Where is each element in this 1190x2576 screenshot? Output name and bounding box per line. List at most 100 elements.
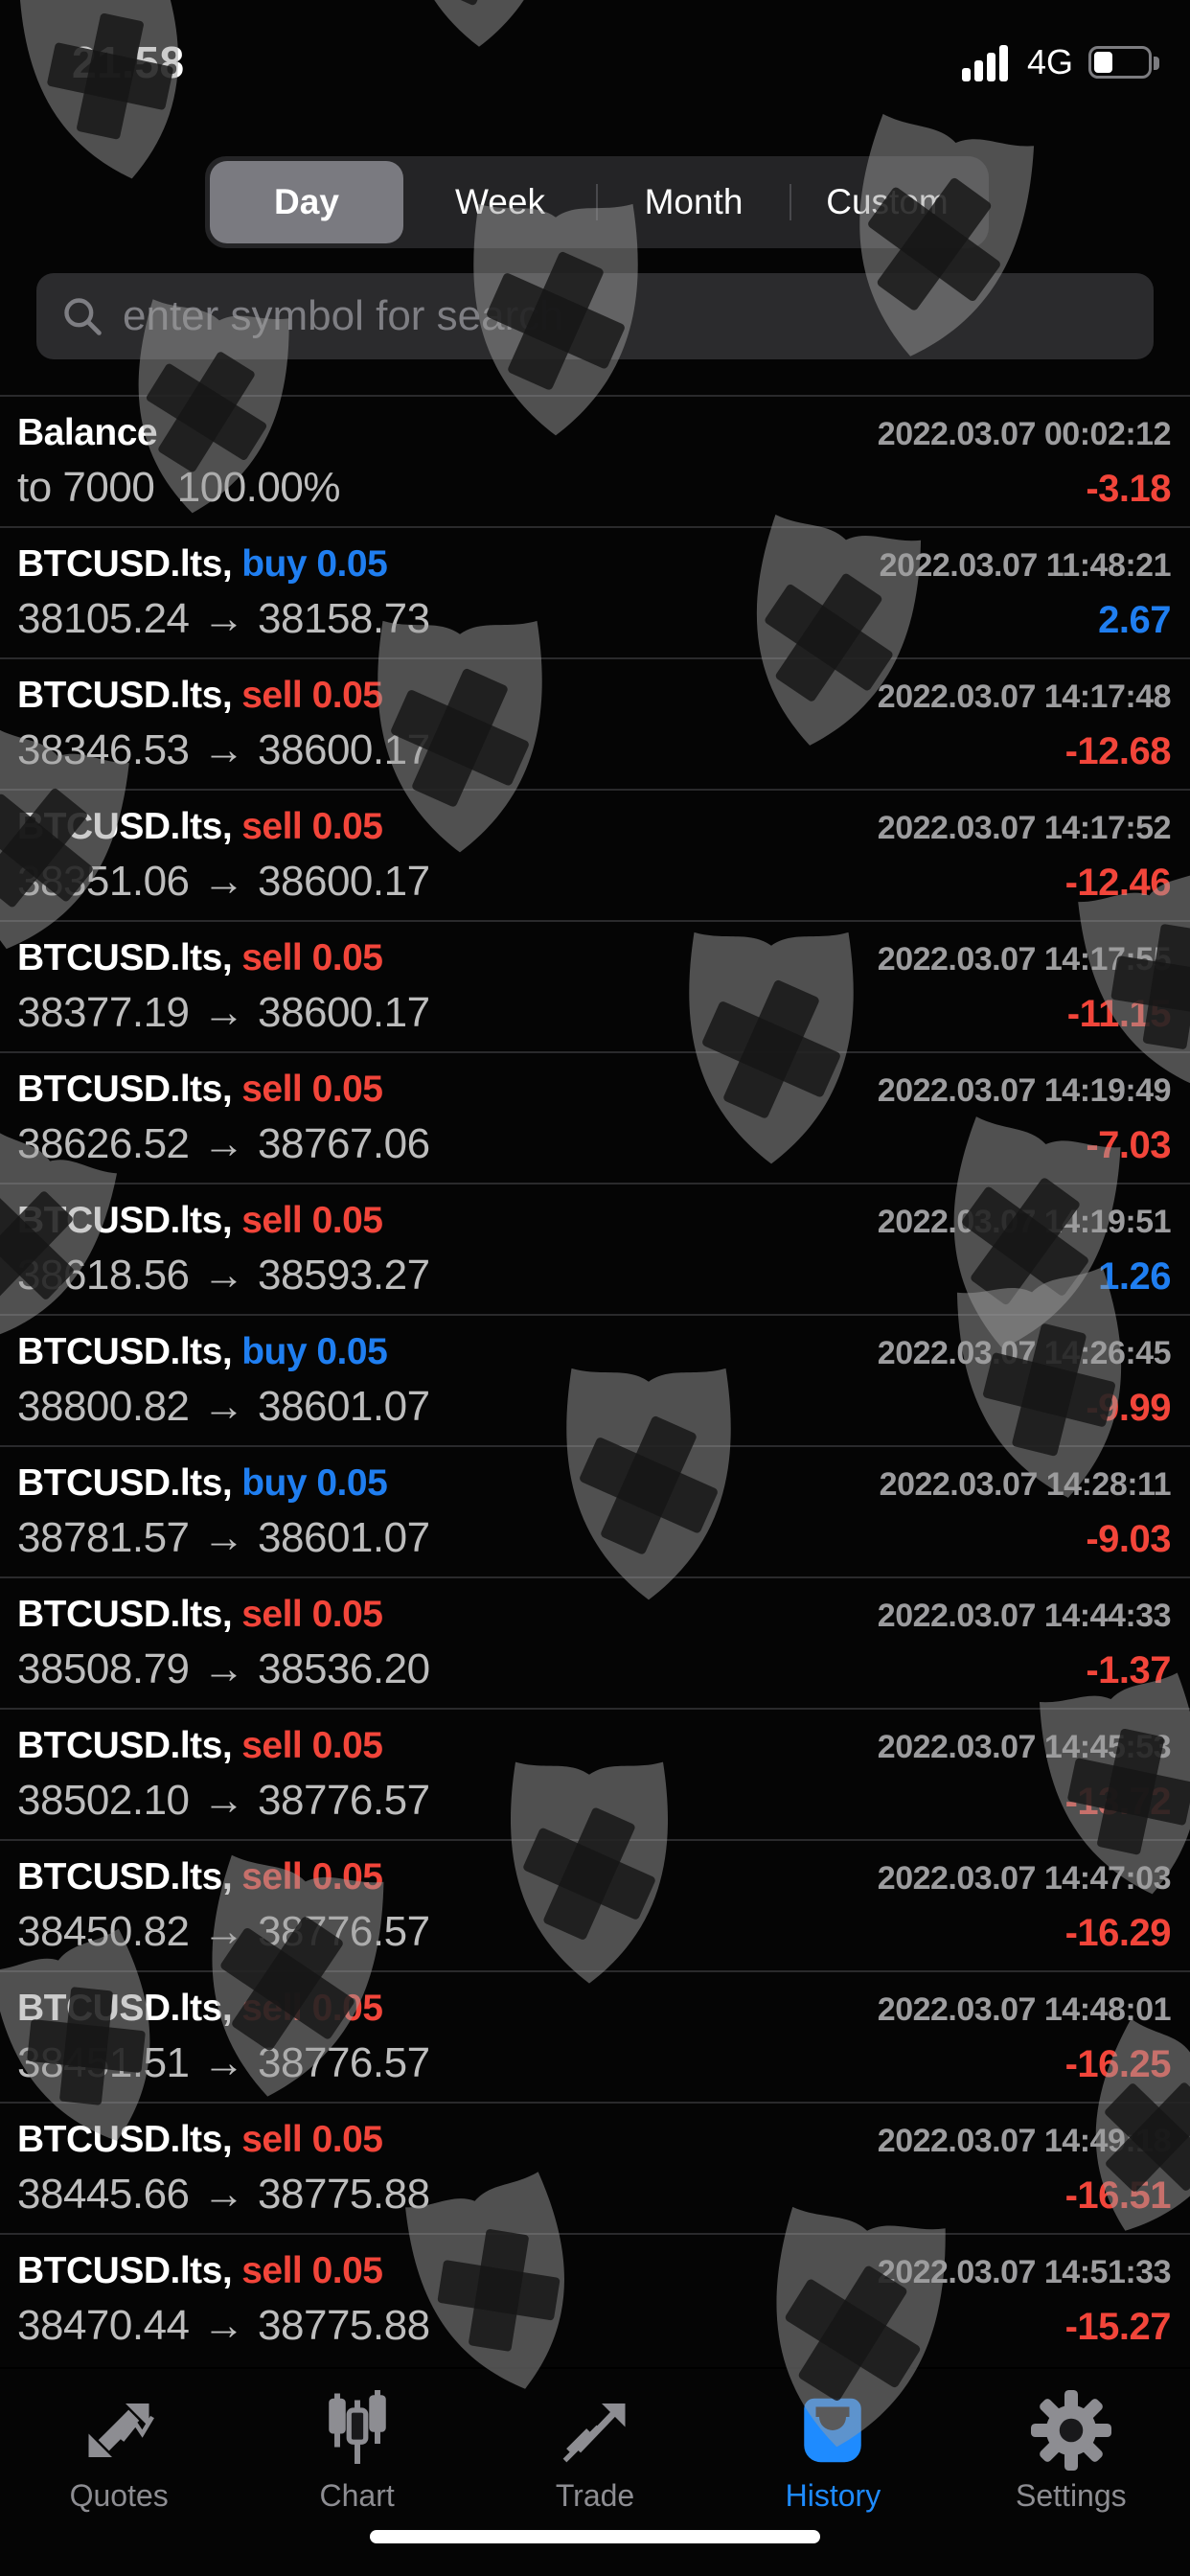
clock-time: 21.58 <box>72 37 185 87</box>
symbol-label: BTCUSD.lts, <box>17 1331 233 1372</box>
arrow-right-icon: → <box>202 2171 245 2218</box>
profit-value: -16.25 <box>1064 2043 1172 2085</box>
profit-value: -7.03 <box>1086 1124 1171 1166</box>
price-range: 38351.06 → 38600.17 <box>17 858 430 905</box>
search-bar[interactable] <box>36 273 1154 359</box>
side-volume-label: sell 0.05 <box>241 937 383 978</box>
trade-datetime: 2022.03.07 14:49:18 <box>877 2123 1172 2159</box>
symbol-label: BTCUSD.lts, <box>17 1856 233 1898</box>
trade-icon <box>552 2390 638 2471</box>
price-range: 38508.79 → 38536.20 <box>17 1645 430 1692</box>
symbol-label: BTCUSD.lts, <box>17 1200 233 1241</box>
trade-row[interactable]: BTCUSD.lts, sell 0.05 2022.03.07 14:19:51… <box>0 1183 1190 1314</box>
side-volume-label: sell 0.05 <box>241 1988 383 2029</box>
trade-row[interactable]: BTCUSD.lts, sell 0.05 2022.03.07 14:48:01… <box>0 1970 1190 2102</box>
status-bar: 21.58 4G <box>0 0 1190 115</box>
battery-icon <box>1088 46 1159 79</box>
arrow-right-icon: → <box>202 595 245 642</box>
symbol-label: BTCUSD.lts, <box>17 937 233 978</box>
arrow-right-icon: → <box>202 1252 245 1299</box>
price-range: 38800.82 → 38601.07 <box>17 1383 430 1430</box>
trade-row[interactable]: BTCUSD.lts, sell 0.05 2022.03.07 14:44:33… <box>0 1576 1190 1708</box>
trade-row[interactable]: BTCUSD.lts, sell 0.05 2022.03.07 14:47:03… <box>0 1839 1190 1970</box>
trade-row[interactable]: BTCUSD.lts, sell 0.05 2022.03.07 14:49:18… <box>0 2102 1190 2233</box>
trade-row[interactable]: BTCUSD.lts, buy 0.05 2022.03.07 14:26:45 … <box>0 1314 1190 1445</box>
arrow-right-icon: → <box>202 1120 245 1167</box>
profit-value: 1.26 <box>1098 1255 1171 1298</box>
trade-row[interactable]: BTCUSD.lts, sell 0.05 2022.03.07 14:17:55… <box>0 920 1190 1051</box>
segment-custom[interactable]: Custom <box>790 161 984 243</box>
side-volume-label: buy 0.05 <box>241 543 388 585</box>
profit-value: -13.72 <box>1064 1781 1172 1823</box>
balance-row[interactable]: Balance 2022.03.07 00:02:12 to 7000 100.… <box>0 395 1190 526</box>
segment-month[interactable]: Month <box>596 161 790 243</box>
trade-datetime: 2022.03.07 14:17:55 <box>877 941 1172 978</box>
trade-row[interactable]: BTCUSD.lts, buy 0.05 2022.03.07 14:28:11 … <box>0 1445 1190 1576</box>
symbol-label: BTCUSD.lts, <box>17 806 233 847</box>
arrow-right-icon: → <box>202 1514 245 1561</box>
balance-title: Balance <box>17 412 158 453</box>
trade-row[interactable]: BTCUSD.lts, sell 0.05 2022.03.07 14:45:53… <box>0 1708 1190 1839</box>
tab-history[interactable]: History <box>714 2369 951 2513</box>
symbol-label: BTCUSD.lts, <box>17 2250 233 2291</box>
arrow-right-icon: → <box>202 2302 245 2349</box>
segment-week[interactable]: Week <box>455 182 545 221</box>
profit-value: -9.99 <box>1086 1387 1171 1429</box>
trade-datetime: 2022.03.07 14:17:52 <box>877 810 1172 846</box>
trade-row[interactable]: BTCUSD.lts, sell 0.05 2022.03.07 14:51:33… <box>0 2233 1190 2364</box>
symbol-label: BTCUSD.lts, <box>17 1069 233 1110</box>
trade-datetime: 2022.03.07 14:17:48 <box>877 678 1172 715</box>
settings-icon <box>1028 2390 1114 2471</box>
trade-datetime: 2022.03.07 14:28:11 <box>879 1466 1172 1503</box>
segment-day[interactable]: Day <box>210 161 403 243</box>
trade-row[interactable]: BTCUSD.lts, buy 0.05 2022.03.07 11:48:21 … <box>0 526 1190 657</box>
price-range: 38445.66 → 38775.88 <box>17 2171 430 2218</box>
trade-datetime: 2022.03.07 14:51:33 <box>877 2254 1172 2290</box>
side-volume-label: sell 0.05 <box>241 1594 383 1635</box>
side-volume-label: sell 0.05 <box>241 675 383 716</box>
price-range: 38346.53 → 38600.17 <box>17 726 430 773</box>
side-volume-label: sell 0.05 <box>241 806 383 847</box>
price-range: 38781.57 → 38601.07 <box>17 1514 430 1561</box>
trade-datetime: 2022.03.07 14:26:45 <box>877 1335 1172 1371</box>
side-volume-label: sell 0.05 <box>241 1856 383 1898</box>
home-indicator[interactable] <box>370 2530 820 2543</box>
arrow-right-icon: → <box>202 2039 245 2086</box>
quotes-icon <box>76 2390 162 2471</box>
tab-quotes[interactable]: Quotes <box>0 2369 238 2513</box>
arrow-right-icon: → <box>202 1383 245 1430</box>
symbol-label: BTCUSD.lts, <box>17 1725 233 1766</box>
arrow-right-icon: → <box>202 1908 245 1955</box>
search-input[interactable] <box>121 291 1129 341</box>
profit-value: -16.29 <box>1064 1912 1172 1954</box>
trade-row[interactable]: BTCUSD.lts, sell 0.05 2022.03.07 14:17:52… <box>0 789 1190 920</box>
arrow-right-icon: → <box>202 1645 245 1692</box>
trade-row[interactable]: BTCUSD.lts, sell 0.05 2022.03.07 14:19:49… <box>0 1051 1190 1183</box>
price-range: 38470.44 → 38775.88 <box>17 2302 430 2349</box>
side-volume-label: sell 0.05 <box>241 2119 383 2160</box>
price-range: 38377.19 → 38600.17 <box>17 989 430 1036</box>
trade-datetime: 2022.03.07 14:47:03 <box>877 1860 1172 1897</box>
side-volume-label: sell 0.05 <box>241 1069 383 1110</box>
tab-chart[interactable]: Chart <box>238 2369 475 2513</box>
arrow-right-icon: → <box>202 989 245 1036</box>
trade-datetime: 2022.03.07 14:45:53 <box>877 1729 1172 1765</box>
trade-row[interactable]: BTCUSD.lts, sell 0.05 2022.03.07 14:17:48… <box>0 657 1190 789</box>
arrow-right-icon: → <box>202 1777 245 1824</box>
tab-settings[interactable]: Settings <box>952 2369 1190 2513</box>
price-range: 38450.82 → 38776.57 <box>17 1908 430 1955</box>
battery-fill <box>1094 52 1112 73</box>
profit-value: -1.37 <box>1086 1649 1171 1691</box>
symbol-label: BTCUSD.lts, <box>17 543 233 585</box>
balance-detail: to 7000 100.00% <box>17 464 340 511</box>
side-volume-label: sell 0.05 <box>241 1200 383 1241</box>
history-icon <box>790 2390 876 2471</box>
period-segmented-control: Day Week Month Custom <box>205 156 989 248</box>
price-range: 38502.10 → 38776.57 <box>17 1777 430 1824</box>
tab-trade[interactable]: Trade <box>476 2369 714 2513</box>
symbol-label: BTCUSD.lts, <box>17 675 233 716</box>
balance-datetime: 2022.03.07 00:02:12 <box>877 416 1172 452</box>
trade-datetime: 2022.03.07 14:48:01 <box>877 1991 1172 2028</box>
price-range: 38105.24 → 38158.73 <box>17 595 430 642</box>
network-type-label: 4G <box>1026 42 1073 81</box>
